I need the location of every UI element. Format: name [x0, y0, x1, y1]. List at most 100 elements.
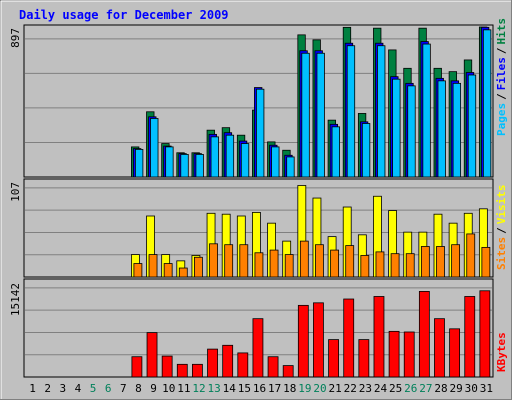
x-tick-label: 4	[75, 382, 82, 395]
bar-kbytes-21	[328, 339, 339, 378]
bar-sites-19	[299, 240, 309, 278]
bar-pages-27	[422, 43, 431, 178]
bar-kbytes-23	[358, 339, 370, 378]
bar-kbytes-17	[267, 356, 279, 378]
x-tick-label: 13	[207, 382, 220, 395]
bar-sites-8	[133, 263, 143, 278]
ylabel-visits: Visits	[495, 185, 508, 225]
bar-sites-13	[209, 243, 218, 278]
bar-kbytes-8	[131, 356, 143, 378]
top-ylabel: Pages/Files/Hits	[495, 18, 508, 136]
x-tick-label: 11	[177, 382, 190, 395]
bar-pages-20	[316, 52, 325, 178]
bar-kbytes-20	[313, 302, 324, 378]
x-tick-label: 21	[329, 382, 342, 395]
bar-sites-26	[405, 253, 415, 278]
bar-pages-26	[407, 85, 416, 178]
bar-kbytes-25	[388, 330, 400, 378]
ylabel-pages: Pages	[495, 103, 508, 136]
bar-sites-10	[163, 263, 173, 278]
bar-sites-28	[436, 246, 445, 278]
bar-kbytes-31	[479, 290, 491, 378]
x-tick-label: 16	[253, 382, 266, 395]
bar-sites-15	[239, 244, 249, 278]
x-tick-label: 3	[60, 382, 67, 395]
x-tick-label: 6	[105, 382, 112, 395]
x-tick-label: 18	[283, 382, 296, 395]
bar-kbytes-12	[192, 363, 203, 378]
bar-sites-9	[148, 254, 158, 278]
x-tick-label: 5	[90, 382, 97, 395]
bar-pages-30	[467, 74, 477, 178]
bottom-ymax-label: 15142	[9, 283, 22, 316]
x-tick-label: 12	[192, 382, 205, 395]
top-ymax-label: 897	[9, 28, 22, 48]
bar-pages-24	[377, 45, 386, 178]
x-tick-label: 19	[298, 382, 311, 395]
bar-sites-20	[315, 244, 324, 278]
bar-pages-22	[346, 45, 356, 178]
bar-sites-24	[375, 251, 385, 278]
bar-sites-29	[451, 244, 461, 278]
x-tick-label: 28	[434, 382, 447, 395]
bar-sites-18	[284, 254, 294, 278]
bar-kbytes-14	[222, 344, 234, 378]
bar-sites-14	[224, 244, 234, 278]
bar-pages-21	[331, 126, 340, 178]
x-tick-label: 2	[44, 382, 51, 395]
bar-pages-17	[271, 146, 280, 178]
bar-kbytes-22	[343, 298, 355, 378]
bar-sites-17	[269, 249, 279, 278]
bar-pages-13	[210, 136, 219, 178]
bar-kbytes-24	[373, 296, 385, 378]
bar-sites-31	[481, 246, 491, 278]
x-tick-label: 26	[404, 382, 417, 395]
bottom-ylabel: KBytes	[495, 332, 508, 372]
bar-kbytes-19	[297, 304, 309, 378]
bar-kbytes-15	[237, 352, 249, 378]
bar-pages-12	[195, 154, 204, 178]
middle-ylabel: Sites/Visits	[495, 185, 508, 271]
ylabel-files: Files	[495, 57, 508, 90]
x-tick-label: 9	[150, 382, 157, 395]
x-tick-label: 14	[223, 382, 237, 395]
bar-pages-23	[361, 123, 371, 178]
bar-kbytes-30	[464, 296, 476, 378]
bar-sites-30	[466, 233, 476, 278]
bar-pages-9	[150, 118, 159, 178]
bar-pages-19	[301, 52, 310, 178]
ylabel-hits: Hits	[495, 18, 508, 45]
x-tick-label: 17	[268, 382, 281, 395]
bar-kbytes-26	[403, 331, 415, 378]
bar-pages-14	[225, 134, 235, 178]
bar-pages-25	[392, 78, 401, 178]
bar-sites-23	[360, 255, 370, 278]
x-tick-label: 24	[374, 382, 388, 395]
x-tick-label: 27	[419, 382, 432, 395]
bar-sites-22	[345, 245, 355, 278]
bar-kbytes-29	[449, 328, 461, 378]
bar-pages-28	[437, 80, 446, 178]
ylabel-sites: Sites	[495, 237, 508, 270]
bar-kbytes-9	[146, 332, 158, 378]
chart-title: Daily usage for December 2009	[19, 8, 229, 22]
x-tick-label: 8	[135, 382, 142, 395]
x-tick-label: 15	[238, 382, 251, 395]
x-tick-label: 22	[344, 382, 357, 395]
bar-kbytes-16	[252, 318, 264, 378]
bar-sites-11	[178, 267, 188, 278]
bar-sites-12	[194, 256, 203, 278]
bar-kbytes-28	[434, 318, 445, 378]
x-tick-label: 1	[29, 382, 36, 395]
middle-ymax-label: 107	[9, 182, 22, 202]
bar-kbytes-18	[282, 365, 294, 378]
x-tick-label: 30	[465, 382, 478, 395]
bar-pages-15	[240, 143, 250, 178]
x-tick-label: 29	[450, 382, 463, 395]
bar-pages-29	[452, 82, 462, 178]
bar-sites-21	[330, 249, 339, 278]
bar-kbytes-11	[176, 363, 188, 378]
bar-pages-8	[135, 149, 144, 178]
bar-pages-10	[165, 146, 174, 178]
